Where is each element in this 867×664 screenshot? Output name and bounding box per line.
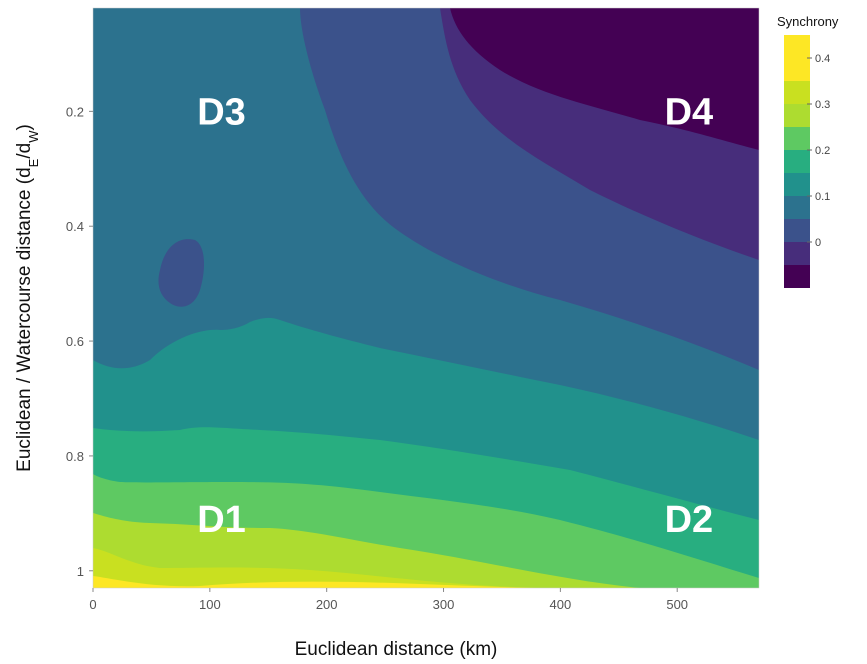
colorbar-swatch [784,173,810,196]
colorbar-swatch [784,265,810,288]
contour-bands [93,8,759,588]
region-label-d4: D4 [665,91,714,133]
y-axis-title-close: ) [14,124,35,130]
region-label-d1: D1 [197,499,246,541]
colorbar-title: Synchrony [777,14,839,29]
x-tick-label: 500 [666,597,688,612]
y-axis-title-slash: /d [14,143,35,159]
colorbar-swatch [784,196,810,219]
colorbar-tick-label: 0.1 [815,191,830,203]
y-axis: 0.2 0.4 0.6 0.8 1 [66,104,93,579]
colorbar-swatch [784,104,810,127]
y-axis-title-sub-e: E [26,158,41,167]
y-tick-label: 0.6 [66,334,84,349]
y-axis-title: Euclidean / Watercourse distance (dE/dW) [14,124,41,472]
colorbar-tick-label: 0.2 [815,145,830,157]
x-tick-label: 400 [550,597,572,612]
y-tick-label: 0.4 [66,219,84,234]
contour-band-9 [450,8,759,150]
region-label-d2: D2 [665,499,714,541]
y-tick-label: 0.2 [66,104,84,119]
x-tick-label: 0 [89,597,96,612]
region-labels: D3 D4 D1 D2 [197,91,713,541]
colorbar-tick-label: 0.3 [815,99,830,111]
x-axis: 0 100 200 300 400 500 [89,588,688,612]
y-tick-label: 1 [77,564,84,579]
y-axis-title-sub-w: W [26,130,41,143]
y-tick-label: 0.8 [66,449,84,464]
x-tick-label: 300 [433,597,455,612]
colorbar-swatch [784,127,810,150]
colorbar-swatch [784,81,810,104]
contour-island [158,239,205,307]
x-tick-label: 200 [316,597,338,612]
region-label-d3: D3 [197,91,246,133]
x-axis-title: Euclidean distance (km) [295,639,498,660]
plot-area [92,7,760,589]
colorbar-swatch [784,242,810,265]
x-tick-label: 100 [199,597,221,612]
colorbar-tick-label: 0.4 [815,53,830,65]
colorbar: Synchrony 0.4 0.3 0.2 0.1 0 [777,14,839,288]
colorbar-swatch [784,35,810,81]
colorbar-tick-label: 0 [815,237,821,249]
y-axis-title-main: Euclidean / Watercourse distance (d [14,167,35,472]
colorbar-swatch [784,150,810,173]
colorbar-swatch [784,219,810,242]
plot-frame [92,7,760,589]
